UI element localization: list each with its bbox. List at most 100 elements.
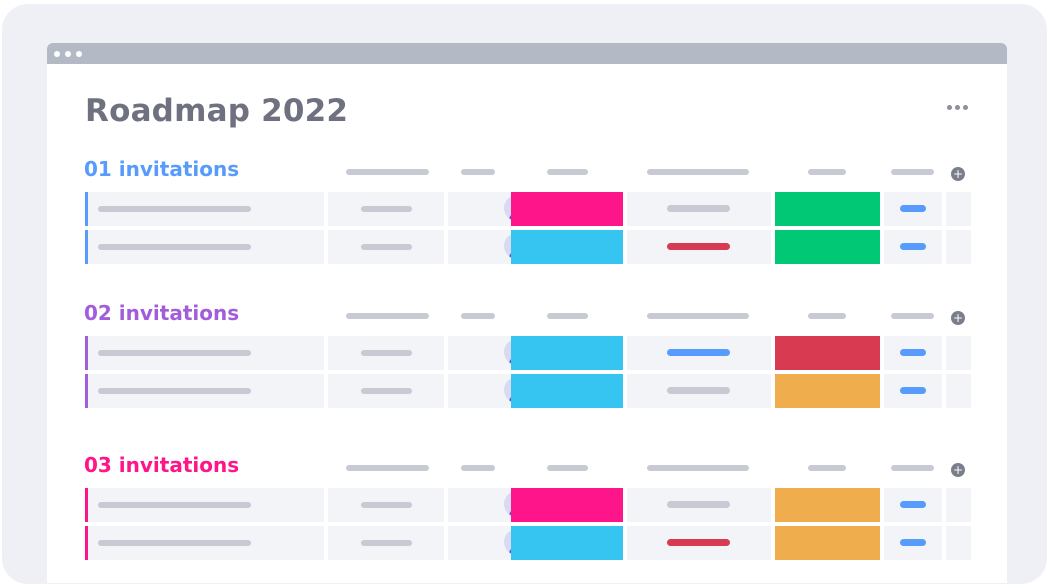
column-header[interactable] bbox=[808, 313, 846, 319]
text-cell[interactable] bbox=[328, 336, 444, 370]
text-placeholder bbox=[361, 206, 412, 212]
table-row[interactable] bbox=[85, 374, 971, 408]
table-row[interactable] bbox=[85, 230, 971, 264]
table-row[interactable] bbox=[85, 526, 971, 560]
board-group: 03 invitations + bbox=[47, 453, 1007, 573]
empty-cell[interactable] bbox=[946, 374, 971, 408]
timeline-cell[interactable] bbox=[627, 526, 771, 560]
status-cell[interactable] bbox=[511, 192, 623, 226]
timeline-pill bbox=[667, 243, 730, 250]
group-title[interactable]: 02 invitations bbox=[84, 301, 240, 325]
status-cell[interactable] bbox=[511, 230, 623, 264]
text-cell[interactable] bbox=[328, 230, 444, 264]
text-cell[interactable] bbox=[328, 488, 444, 522]
empty-cell[interactable] bbox=[946, 192, 971, 226]
text-cell[interactable] bbox=[328, 192, 444, 226]
tag-cell[interactable] bbox=[884, 192, 942, 226]
item-name-placeholder bbox=[98, 502, 251, 508]
column-header[interactable] bbox=[346, 169, 429, 175]
tag-cell[interactable] bbox=[884, 336, 942, 370]
timeline-cell[interactable] bbox=[627, 230, 771, 264]
tag-pill bbox=[900, 205, 926, 212]
column-header[interactable] bbox=[808, 465, 846, 471]
table-row[interactable] bbox=[85, 336, 971, 370]
date-status-cell[interactable] bbox=[775, 526, 880, 560]
item-name-cell[interactable] bbox=[88, 526, 324, 560]
board-group: 02 invitations + bbox=[47, 301, 1007, 421]
item-name-cell[interactable] bbox=[88, 336, 324, 370]
table-row[interactable] bbox=[85, 192, 971, 226]
table-row[interactable] bbox=[85, 488, 971, 522]
tag-cell[interactable] bbox=[884, 526, 942, 560]
add-column-icon[interactable]: + bbox=[951, 167, 965, 181]
column-header[interactable] bbox=[346, 465, 429, 471]
column-header[interactable] bbox=[547, 169, 588, 175]
column-header[interactable] bbox=[891, 169, 934, 175]
row-color-marker bbox=[85, 192, 88, 226]
window-dot[interactable] bbox=[65, 51, 71, 57]
timeline-cell[interactable] bbox=[627, 488, 771, 522]
tag-cell[interactable] bbox=[884, 230, 942, 264]
tag-cell[interactable] bbox=[884, 374, 942, 408]
column-header[interactable] bbox=[461, 313, 495, 319]
column-header[interactable] bbox=[891, 313, 934, 319]
text-placeholder bbox=[361, 388, 412, 394]
page-title: Roadmap 2022 bbox=[85, 93, 349, 129]
app-window: Roadmap 2022 01 invitations +02 invitatio… bbox=[47, 43, 1007, 583]
group-title[interactable]: 01 invitations bbox=[84, 157, 240, 181]
item-name-cell[interactable] bbox=[88, 374, 324, 408]
item-name-placeholder bbox=[98, 350, 251, 356]
timeline-pill bbox=[667, 539, 730, 546]
date-status-cell[interactable] bbox=[775, 230, 880, 264]
row-color-marker bbox=[85, 230, 88, 264]
tag-cell[interactable] bbox=[884, 488, 942, 522]
column-header[interactable] bbox=[647, 169, 749, 175]
empty-cell[interactable] bbox=[946, 526, 971, 560]
text-cell[interactable] bbox=[328, 526, 444, 560]
row-color-marker bbox=[85, 488, 88, 522]
tag-pill bbox=[900, 501, 926, 508]
column-header[interactable] bbox=[647, 313, 749, 319]
window-dot[interactable] bbox=[76, 51, 82, 57]
item-name-cell[interactable] bbox=[88, 192, 324, 226]
timeline-cell[interactable] bbox=[627, 192, 771, 226]
empty-cell[interactable] bbox=[946, 230, 971, 264]
text-placeholder bbox=[361, 350, 412, 356]
empty-cell[interactable] bbox=[946, 336, 971, 370]
status-cell[interactable] bbox=[511, 526, 623, 560]
date-status-cell[interactable] bbox=[775, 336, 880, 370]
text-placeholder bbox=[361, 244, 412, 250]
timeline-cell[interactable] bbox=[627, 374, 771, 408]
add-column-icon[interactable]: + bbox=[951, 463, 965, 477]
timeline-pill bbox=[667, 205, 730, 212]
date-status-cell[interactable] bbox=[775, 488, 880, 522]
more-options-icon[interactable] bbox=[947, 105, 971, 113]
column-header[interactable] bbox=[808, 169, 846, 175]
timeline-pill bbox=[667, 349, 730, 356]
item-name-placeholder bbox=[98, 206, 251, 212]
window-dot[interactable] bbox=[54, 51, 60, 57]
row-color-marker bbox=[85, 374, 88, 408]
timeline-cell[interactable] bbox=[627, 336, 771, 370]
item-name-cell[interactable] bbox=[88, 230, 324, 264]
add-column-icon[interactable]: + bbox=[951, 311, 965, 325]
column-header[interactable] bbox=[346, 313, 429, 319]
column-header[interactable] bbox=[461, 465, 495, 471]
column-header[interactable] bbox=[547, 313, 588, 319]
status-cell[interactable] bbox=[511, 336, 623, 370]
group-title[interactable]: 03 invitations bbox=[84, 453, 240, 477]
column-header[interactable] bbox=[647, 465, 749, 471]
date-status-cell[interactable] bbox=[775, 374, 880, 408]
column-header[interactable] bbox=[547, 465, 588, 471]
date-status-cell[interactable] bbox=[775, 192, 880, 226]
column-header[interactable] bbox=[891, 465, 934, 471]
item-name-cell[interactable] bbox=[88, 488, 324, 522]
row-color-marker bbox=[85, 336, 88, 370]
board-group: 01 invitations + bbox=[47, 157, 1007, 277]
status-cell[interactable] bbox=[511, 374, 623, 408]
item-name-placeholder bbox=[98, 388, 251, 394]
status-cell[interactable] bbox=[511, 488, 623, 522]
empty-cell[interactable] bbox=[946, 488, 971, 522]
column-header[interactable] bbox=[461, 169, 495, 175]
text-cell[interactable] bbox=[328, 374, 444, 408]
